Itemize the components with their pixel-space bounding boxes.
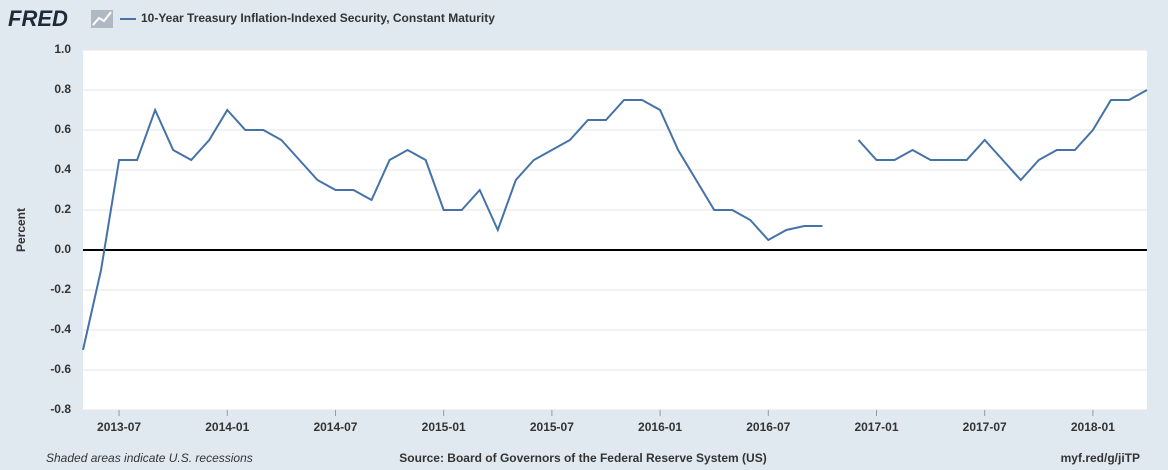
- x-tick-label: 2014-01: [205, 420, 249, 434]
- logo: FRED: [8, 6, 68, 31]
- y-tick-label: 0.8: [54, 82, 71, 96]
- y-tick-label: -0.4: [50, 322, 71, 336]
- x-tick-label: 2015-07: [530, 420, 574, 434]
- x-tick-label: 2017-07: [963, 420, 1007, 434]
- line-series: [857, 89, 1148, 182]
- logo-icon: [91, 10, 113, 28]
- y-tick-label: -0.6: [50, 362, 71, 376]
- y-tick-label: 0.0: [54, 242, 71, 256]
- x-tick-label: 2014-07: [313, 420, 357, 434]
- y-tick-label: 0.4: [54, 162, 71, 176]
- line-series: [82, 99, 823, 351]
- x-tick-label: 2017-01: [854, 420, 898, 434]
- note-right: myf.red/g/jiTP: [1061, 451, 1140, 465]
- y-tick-label: 0.2: [54, 202, 71, 216]
- plot-area: [83, 50, 1147, 410]
- y-tick-label: 1.0: [54, 42, 71, 56]
- note-left: Shaded areas indicate U.S. recessions: [46, 451, 253, 465]
- y-axis-label: Percent: [14, 208, 28, 252]
- y-tick-label: -0.8: [50, 402, 71, 416]
- x-tick-label: 2015-01: [422, 420, 466, 434]
- x-tick-label: 2018-01: [1071, 420, 1115, 434]
- x-tick-label: 2013-07: [97, 420, 141, 434]
- y-tick-label: 0.6: [54, 122, 71, 136]
- legend-label: 10-Year Treasury Inflation-Indexed Secur…: [141, 11, 495, 25]
- x-tick-label: 2016-01: [638, 420, 682, 434]
- note-center: Source: Board of Governors of the Federa…: [399, 451, 766, 465]
- y-tick-label: -0.2: [50, 282, 71, 296]
- x-tick-label: 2016-07: [746, 420, 790, 434]
